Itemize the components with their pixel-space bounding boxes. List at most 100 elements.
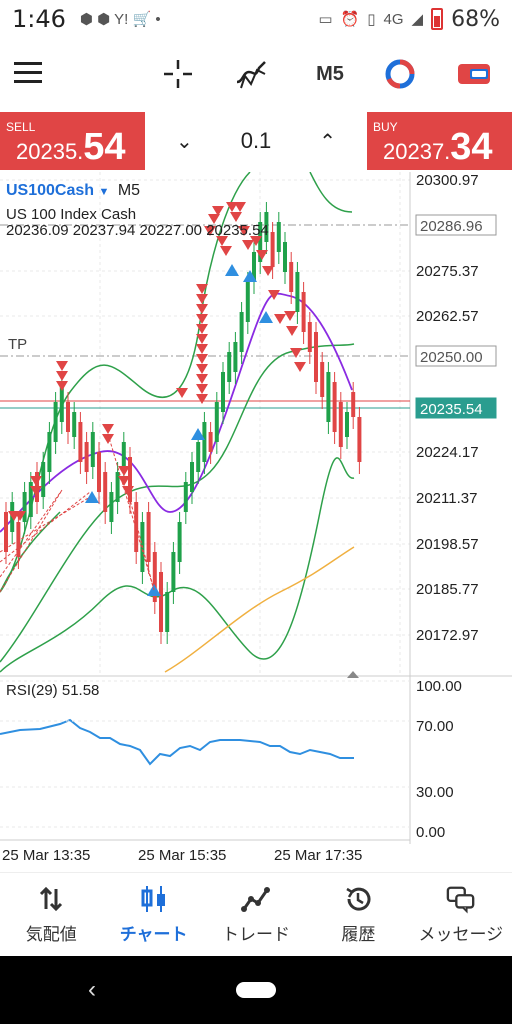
candle-body [103, 472, 108, 512]
sell-price-prefix: 20235. [16, 139, 84, 164]
price-tick-label: 20185.77 [416, 581, 479, 598]
candle-body [227, 352, 232, 382]
candle-body [4, 512, 8, 552]
sell-marker-icon [256, 250, 268, 260]
sell-marker-icon [284, 311, 296, 321]
nav-quotes[interactable]: 気配値 [0, 873, 102, 956]
sell-marker-icon [118, 466, 130, 476]
sell-marker-icon [250, 236, 262, 246]
status-right: ▭ ⏰ ▯ 4G ◢ 68% [318, 7, 500, 32]
sell-marker-icon [56, 361, 68, 371]
nav-chart[interactable]: チャート [102, 873, 204, 956]
candle-body [41, 462, 46, 497]
buy-marker-icon [85, 491, 99, 503]
sell-marker-icon [196, 354, 208, 364]
lot-decrease-chevron-down-icon[interactable]: ⌄ [176, 130, 193, 153]
sell-marker-icon [216, 236, 228, 246]
sell-button[interactable]: SELL 20235.54 [0, 112, 145, 170]
candle-body [28, 482, 33, 517]
lot-increase-chevron-up-icon[interactable]: ⌃ [319, 130, 336, 153]
candle-body [264, 212, 269, 242]
candle-body [332, 382, 337, 432]
buy-price-pips: 34 [450, 126, 493, 168]
sell-marker-icon [102, 424, 114, 434]
new-order-icon[interactable] [456, 60, 492, 88]
candle-body [295, 272, 300, 312]
candle-body [338, 402, 343, 447]
chart-area[interactable]: 20300.97 20275.37 20262.57 20224.17 20211.37… [0, 171, 512, 872]
sell-marker-icon [294, 362, 306, 372]
vibrate-icon: ▯ [367, 11, 376, 28]
candle-body [121, 442, 126, 472]
price-box-level-1-label: 20286.96 [420, 218, 483, 235]
sell-marker-icon [196, 374, 208, 384]
candle-body [47, 432, 52, 472]
chart-timeframe: M5 [117, 182, 141, 199]
candle-body [22, 492, 27, 522]
nav-trade[interactable]: トレード [205, 873, 307, 956]
buy-price: 20237.34 [383, 126, 493, 169]
nav-trade-label: トレード [222, 925, 291, 944]
symbol-name[interactable]: US100Cash [6, 182, 95, 199]
price-tick-label: 20262.57 [416, 308, 479, 325]
nav-messages[interactable]: メッセージ [410, 873, 512, 956]
status-left: 1:46 ⬢ ⬢ Y! 🛒 • [12, 5, 161, 33]
menu-icon[interactable] [14, 62, 42, 84]
indicators-icon[interactable] [234, 58, 270, 90]
candle-body [59, 387, 64, 422]
ohlc-values: 20236.09 20237.94 20227.00 20235.54 [6, 222, 269, 239]
candle-body [146, 512, 151, 562]
price-tick-label: 20224.17 [416, 444, 479, 461]
alarm-icon: ⏰ [340, 11, 360, 28]
sell-marker-icon [286, 326, 298, 336]
rsi-tick-label: 0.00 [416, 824, 445, 841]
sort-arrows-icon [36, 884, 66, 914]
candle-body [183, 482, 188, 512]
sell-marker-icon [274, 314, 286, 324]
candle-body [326, 372, 331, 422]
candle-body [233, 342, 238, 372]
sell-marker-icon [234, 202, 246, 212]
sell-marker-icon [30, 486, 42, 496]
candle-body [208, 432, 213, 452]
candle-body [90, 432, 95, 467]
symbol-dropdown-icon[interactable]: ▼ [98, 186, 110, 198]
price-box-level-2-label: 20250.00 [420, 349, 483, 366]
sell-marker-icon [290, 348, 302, 358]
sell-marker-icon [208, 214, 220, 224]
symbol-description: US 100 Index Cash [6, 206, 137, 223]
price-tick-label: 20172.97 [416, 627, 479, 644]
nav-chart-label: チャート [119, 925, 188, 944]
candlestick-icon [139, 884, 169, 914]
buy-marker-icon [259, 311, 273, 323]
network-type: 4G [383, 10, 404, 28]
buy-marker-icon [191, 428, 205, 440]
messages-icon [446, 884, 476, 914]
candle-body [270, 232, 275, 267]
buy-button[interactable]: BUY 20237.34 [367, 112, 512, 170]
voicemail-icon: ▭ [318, 11, 333, 28]
time-tick-label: 25 Mar 13:35 [2, 847, 90, 864]
chart-symbol[interactable]: US100Cash ▼ M5 [6, 182, 140, 200]
candle-body [53, 402, 58, 442]
candle-body [345, 412, 349, 437]
chart-toolbar: M5 [0, 48, 512, 100]
candle-body [239, 312, 244, 352]
crosshair-icon[interactable] [160, 58, 196, 90]
battery-percent: 68% [451, 6, 500, 32]
sell-marker-icon [226, 202, 238, 212]
sell-marker-icon [196, 394, 208, 404]
candle-body [307, 322, 312, 352]
home-button[interactable] [236, 982, 276, 998]
nav-history[interactable]: 履歴 [307, 873, 409, 956]
lot-control: ⌄ 0.1 ⌃ [150, 112, 362, 170]
one-click-trading-icon[interactable] [382, 56, 418, 92]
back-chevron-icon[interactable]: ‹ [88, 976, 96, 1003]
candle-body [152, 552, 157, 602]
sell-marker-icon [262, 266, 274, 276]
candle-body [134, 502, 139, 552]
lot-size[interactable]: 0.1 [240, 128, 272, 153]
timeframe-button[interactable]: M5 [316, 62, 344, 85]
candle-body [245, 282, 250, 322]
price-chart[interactable]: 20300.97 20275.37 20262.57 20224.17 20211.37… [0, 171, 512, 872]
